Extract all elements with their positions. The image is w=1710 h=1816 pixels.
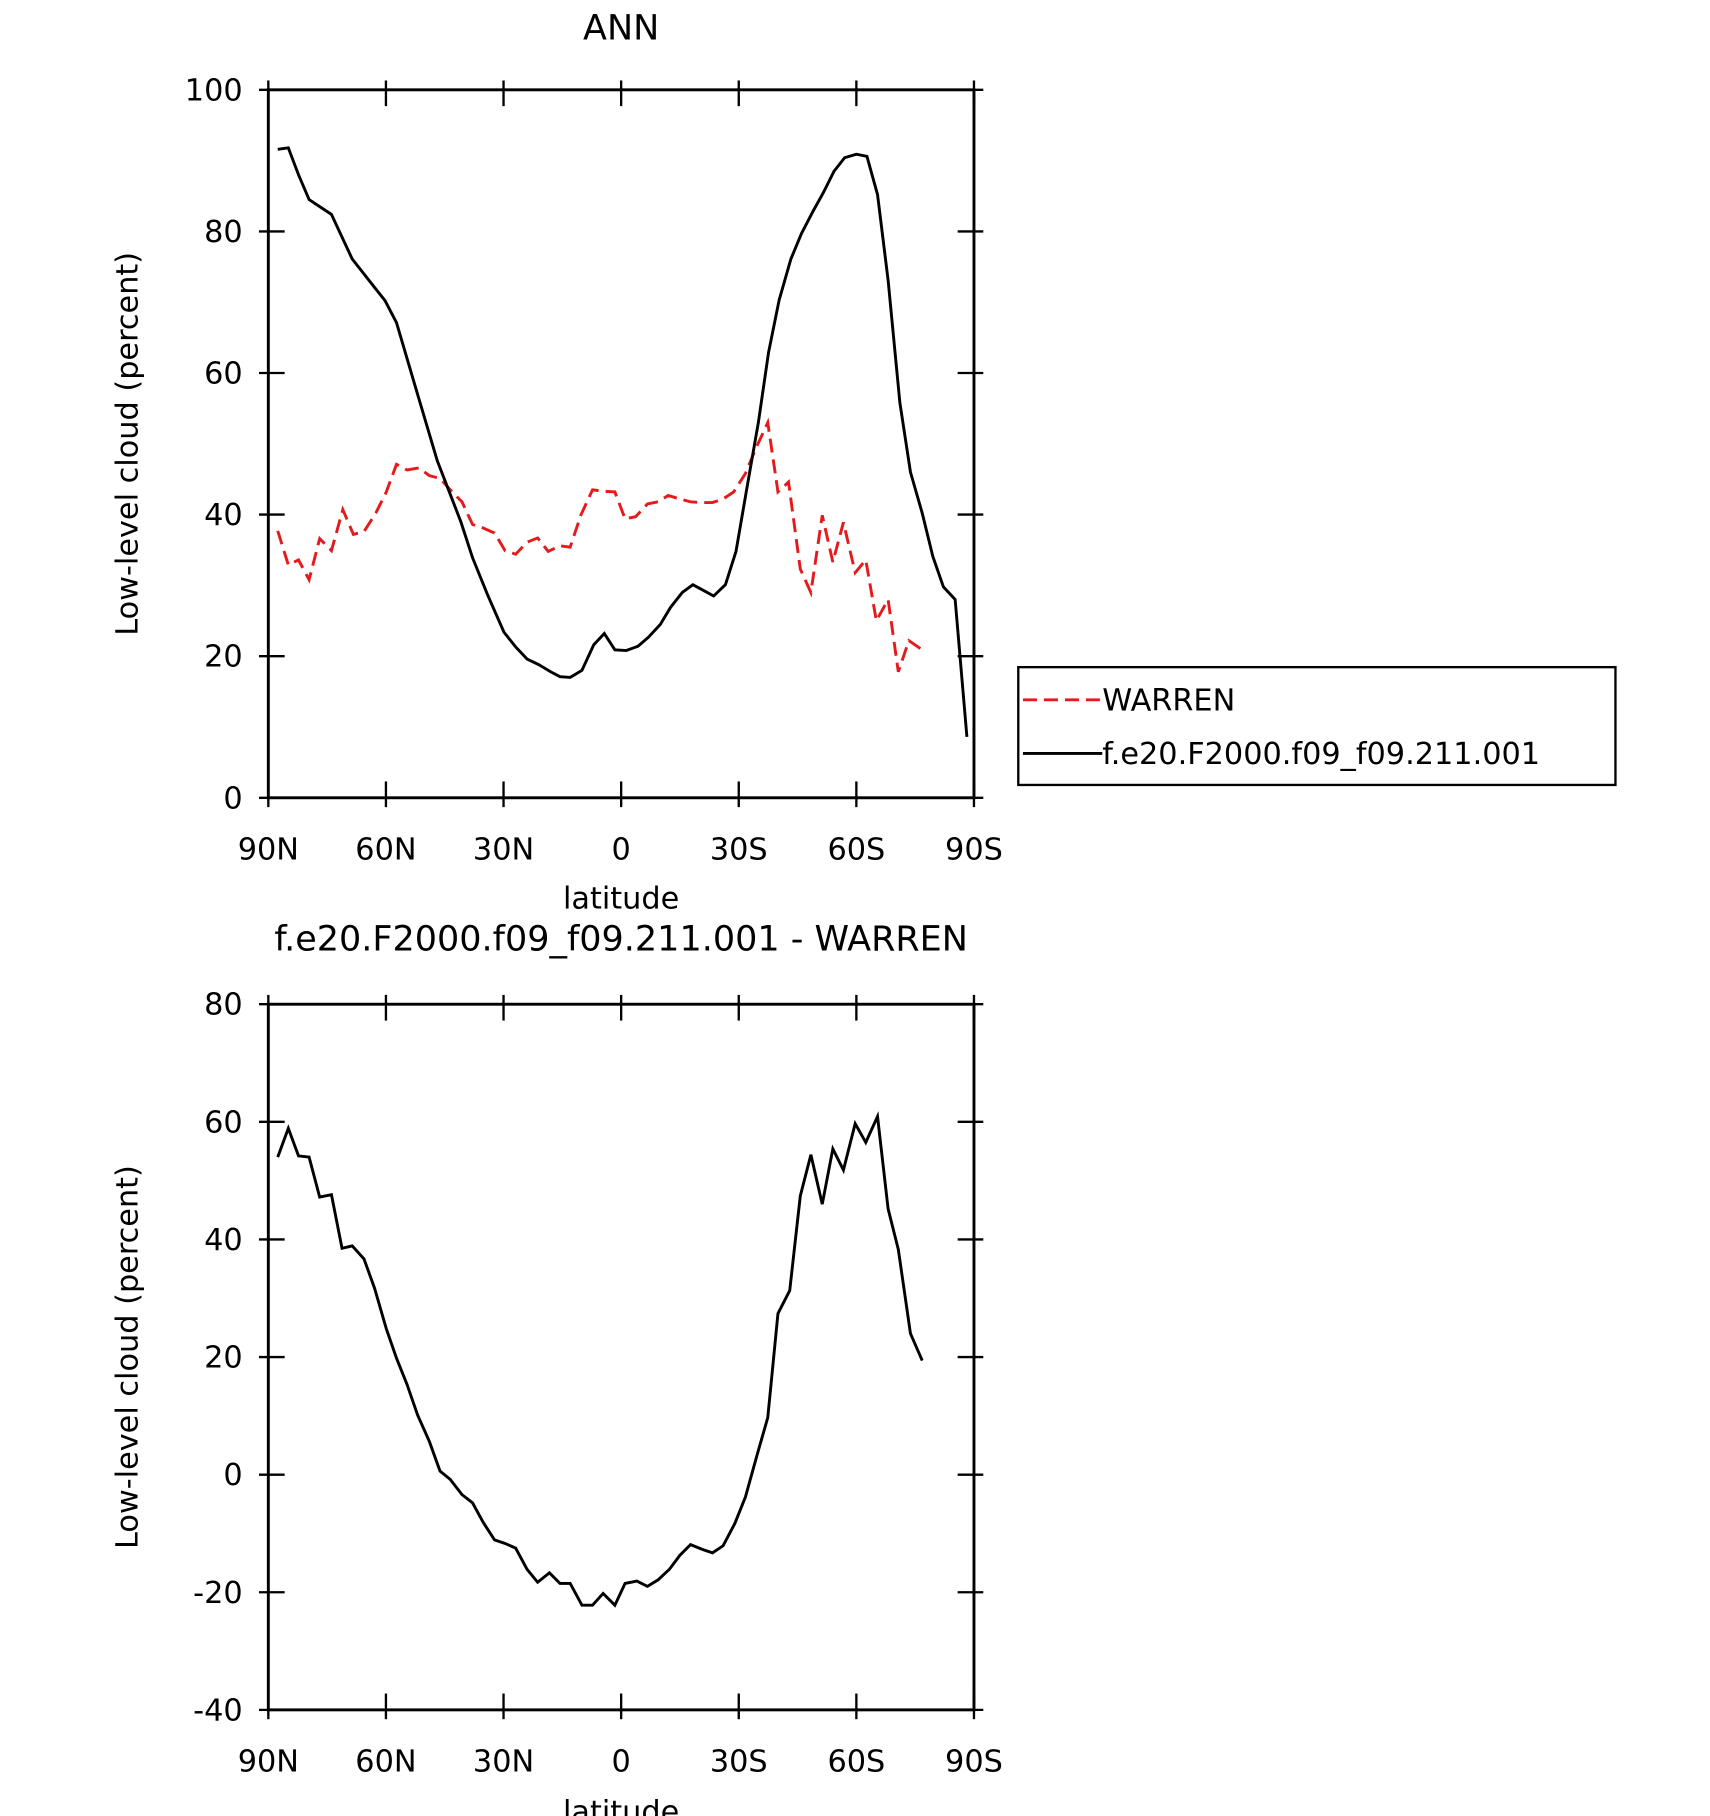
x-tick-label: 90S <box>945 1745 1003 1780</box>
series-line <box>276 1111 924 1608</box>
x-tick-label: 90N <box>238 1745 299 1780</box>
legend-box <box>1017 665 1617 787</box>
x-tick-label: 0 <box>611 833 630 868</box>
series-line <box>276 417 924 673</box>
x-tick-label: 60N <box>355 833 416 868</box>
legend-label: f.e20.F2000.f09_f09.211.001 <box>1102 737 1540 772</box>
y-tick-label: 60 <box>204 1105 243 1140</box>
x-tick-label: 90S <box>945 833 1003 868</box>
x-tick-label: 60S <box>827 1745 885 1780</box>
y-tick-label: 0 <box>223 781 242 816</box>
y-tick-label: -40 <box>193 1693 243 1728</box>
series-line <box>277 146 969 738</box>
y-tick-label: 40 <box>204 498 243 533</box>
x-tick-label: 90N <box>238 833 299 868</box>
plot-frame <box>266 88 976 800</box>
y-tick-label: 20 <box>204 1341 243 1376</box>
x-tick-label: 30S <box>710 1745 768 1780</box>
x-axis-label: latitude <box>563 882 679 917</box>
x-tick-label: 0 <box>611 1745 630 1780</box>
y-tick-label: -20 <box>193 1576 243 1611</box>
y-tick-label: 80 <box>204 988 243 1023</box>
x-tick-label: 30N <box>473 1745 534 1780</box>
plot-frame <box>266 1002 976 1712</box>
y-tick-label: 20 <box>204 640 243 675</box>
y-tick-label: 0 <box>223 1458 242 1493</box>
chart-title: f.e20.F2000.f09_f09.211.001 - WARREN <box>274 920 968 960</box>
x-tick-label: 30S <box>710 833 768 868</box>
y-tick-label: 60 <box>204 356 243 391</box>
y-tick-label: 40 <box>204 1223 243 1258</box>
y-tick-label: 100 <box>185 73 243 108</box>
x-tick-label: 30N <box>473 833 534 868</box>
y-tick-label: 80 <box>204 215 243 250</box>
y-axis-label: Low-level cloud (percent) <box>111 1165 146 1549</box>
y-axis-label: Low-level cloud (percent) <box>111 252 146 636</box>
x-tick-label: 60S <box>827 833 885 868</box>
x-tick-label: 60N <box>355 1745 416 1780</box>
legend-label: WARREN <box>1102 683 1235 718</box>
chart-title: ANN <box>583 9 659 49</box>
x-axis-label: latitude <box>563 1795 679 1816</box>
